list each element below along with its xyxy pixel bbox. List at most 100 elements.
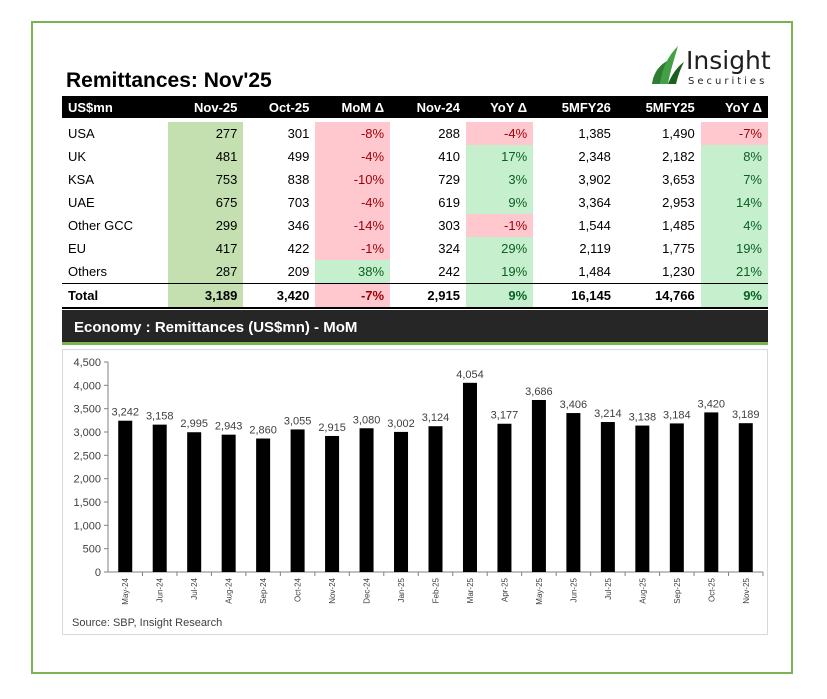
col-header: YoY Δ <box>465 96 534 118</box>
y-tick-label: 2,000 <box>73 474 101 486</box>
chart-container: 0 500 1,000 1,500 2,000 2,500 3,000 3,500 4,000 4… <box>62 349 768 635</box>
value-cell: 299 <box>167 214 244 237</box>
x-tick-label: Dec-24 <box>363 577 372 603</box>
bar <box>738 423 753 572</box>
page-title: Remittances: Nov'25 <box>66 69 272 92</box>
value-cell: 16,145 <box>533 283 617 309</box>
x-tick-label: Oct-25 <box>707 577 716 602</box>
country-cell: EU <box>68 241 87 256</box>
remittance-bar-chart: 0 500 1,000 1,500 2,000 2,500 3,000 3,500 4,000 4… <box>73 357 764 605</box>
change-cell: 29% <box>465 237 534 260</box>
value-cell: 324 <box>438 241 460 256</box>
bar <box>290 429 305 572</box>
table-row: Others 287 209 38% 242 19% 1,484 1,230 2… <box>62 260 768 284</box>
logo-subtitle: Securities <box>688 76 768 87</box>
value-cell: 3,420 <box>243 283 316 309</box>
y-tick-label: 3,000 <box>73 427 101 439</box>
bar <box>256 438 271 572</box>
change-cell: -4% <box>315 191 391 214</box>
change-cell: -1% <box>315 237 391 260</box>
table-row: EU 417 422 -1% 324 29% 2,119 1,775 19% <box>62 237 768 260</box>
value-cell: 301 <box>287 126 310 141</box>
x-tick-label: May-25 <box>535 577 544 604</box>
x-tick-label: May-24 <box>121 577 130 604</box>
value-cell: 242 <box>438 264 460 279</box>
data-label: 4,054 <box>456 369 484 381</box>
col-header: Oct-25 <box>243 96 316 118</box>
x-tick-label: Jul-25 <box>604 577 613 599</box>
change-cell: 9% <box>465 191 534 214</box>
x-tick-label: Nov-25 <box>742 577 751 603</box>
country-cell: UAE <box>68 195 95 210</box>
value-cell: 277 <box>167 122 244 145</box>
y-tick-label: 3,500 <box>73 404 101 416</box>
value-cell: 3,189 <box>167 283 244 309</box>
change-cell: -4% <box>315 145 391 168</box>
country-cell: USA <box>68 126 95 141</box>
change-cell: -14% <box>315 214 391 237</box>
data-label: 3,055 <box>284 415 312 427</box>
data-label: 2,995 <box>180 418 208 430</box>
source-note: Source: SBP, Insight Research <box>72 617 223 629</box>
y-tick-label: 4,500 <box>73 357 101 369</box>
col-header: Nov-25 <box>167 96 244 118</box>
value-cell: 2,119 <box>579 241 611 256</box>
value-cell: 675 <box>167 191 244 214</box>
data-label: 3,406 <box>560 399 588 411</box>
bar <box>359 428 374 572</box>
data-label: 3,242 <box>111 407 139 419</box>
data-label: 3,686 <box>525 386 553 398</box>
data-label: 2,915 <box>318 422 346 434</box>
value-cell: 417 <box>167 237 244 260</box>
x-tick-label: Jul-24 <box>190 577 199 599</box>
value-cell: 1,230 <box>662 264 695 279</box>
col-header: 5MFY25 <box>616 96 701 118</box>
change-cell: 3% <box>465 168 534 191</box>
bar <box>325 435 340 572</box>
y-tick-label: 500 <box>83 544 101 556</box>
change-cell: -7% <box>315 283 391 309</box>
data-label: 3,420 <box>698 398 726 410</box>
value-cell: 2,915 <box>390 283 466 309</box>
value-cell: 2,953 <box>662 195 695 210</box>
x-tick-label: Jun-24 <box>156 577 165 602</box>
x-tick-label: Aug-24 <box>225 577 234 603</box>
value-cell: 3,364 <box>578 195 611 210</box>
table-row: UK 481 499 -4% 410 17% 2,348 2,182 8% <box>62 145 768 168</box>
table-row: UAE 675 703 -4% 619 9% 3,364 2,953 14% <box>62 191 768 214</box>
table-row: KSA 753 838 -10% 729 3% 3,902 3,653 7% <box>62 168 768 191</box>
bar <box>566 413 581 572</box>
value-cell: 838 <box>287 172 310 187</box>
change-cell: 8% <box>700 145 768 168</box>
value-cell: 1,775 <box>662 241 695 256</box>
x-tick-label: Mar-25 <box>466 577 475 603</box>
table-header-row: US$mn Nov-25 Oct-25 MoM Δ Nov-24 YoY Δ 5… <box>62 96 768 118</box>
value-cell: 2,348 <box>578 149 611 164</box>
col-header: Nov-24 <box>390 96 466 118</box>
bar <box>600 422 615 572</box>
value-cell: 209 <box>287 264 310 279</box>
table-row: USA 277 301 -8% 288 -4% 1,385 1,490 -7% <box>62 122 768 145</box>
value-cell: 499 <box>287 149 310 164</box>
chart-title-bar: Economy : Remittances (US$mn) - MoM <box>62 310 768 345</box>
bar <box>394 431 409 572</box>
value-cell: 303 <box>438 218 460 233</box>
col-header: US$mn <box>62 96 168 118</box>
data-label: 3,124 <box>422 412 450 424</box>
data-label: 3,158 <box>146 411 174 423</box>
bar <box>118 420 133 572</box>
data-label: 3,080 <box>353 414 381 426</box>
value-cell: 703 <box>287 195 310 210</box>
change-cell: 17% <box>465 145 534 168</box>
data-label: 3,177 <box>491 410 519 422</box>
bar <box>531 399 546 572</box>
bar <box>669 423 684 572</box>
value-cell: 1,385 <box>578 126 611 141</box>
col-header: YoY Δ <box>700 96 768 118</box>
bar <box>462 382 477 572</box>
x-tick-label: Apr-25 <box>500 577 509 602</box>
x-tick-label: Jun-25 <box>569 577 578 602</box>
value-cell: 14,766 <box>616 283 701 309</box>
value-cell: 2,182 <box>662 149 695 164</box>
total-row: Total 3,189 3,420 -7% 2,915 9% 16,145 14… <box>62 283 768 309</box>
